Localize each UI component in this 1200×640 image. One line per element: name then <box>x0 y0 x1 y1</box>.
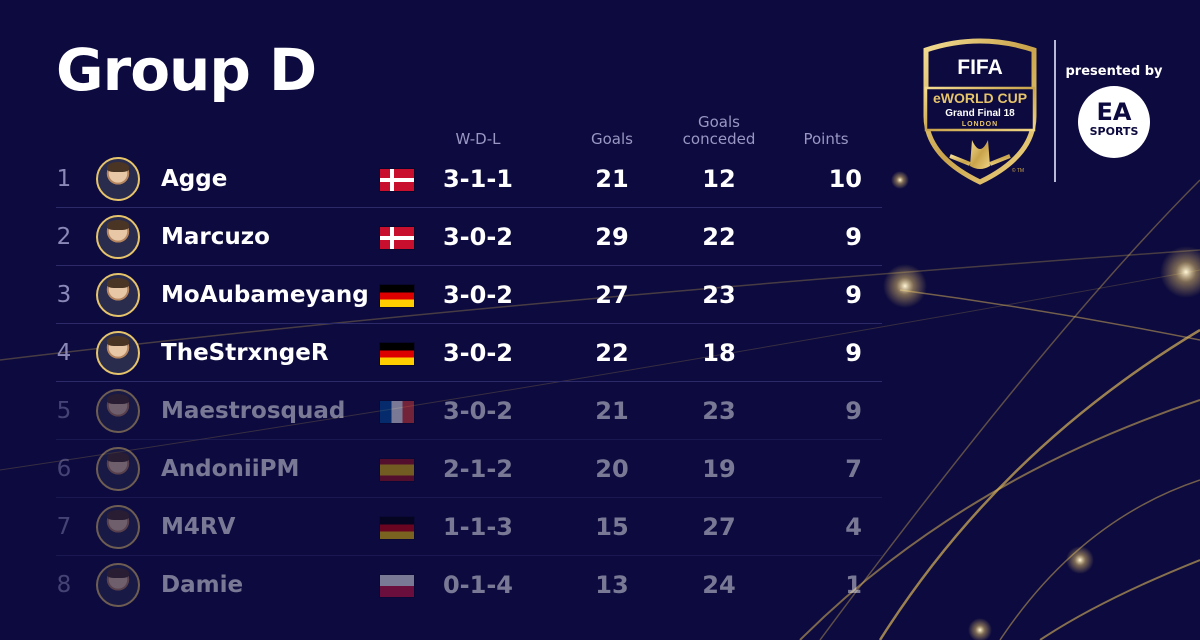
logo-divider <box>1054 40 1056 182</box>
ea-sports-text: SPORTS <box>1089 125 1139 138</box>
rank: 2 <box>56 224 72 250</box>
column-header-goals: Goals <box>591 130 633 148</box>
goals: 21 <box>595 397 629 425</box>
rank: 4 <box>56 340 72 366</box>
player-name: M4RV <box>161 514 236 540</box>
logo-event-text: eWORLD CUP <box>933 90 1027 106</box>
logo-fifa-text: FIFA <box>957 56 1003 79</box>
france-flag <box>380 401 414 423</box>
player-avatar <box>96 505 140 549</box>
goals-conceded: 27 <box>702 513 736 541</box>
table-row: 4 TheStrxngeR 3-0-2 22 18 9 <box>0 324 882 382</box>
goals-conceded: 19 <box>702 455 736 483</box>
points: 9 <box>845 223 862 251</box>
fifa-eworld-cup-logo: FIFA eWORLD CUP Grand Final 18 LONDON © … <box>923 38 1037 185</box>
player-avatar <box>96 447 140 491</box>
presented-by-label: presented by <box>1065 64 1163 79</box>
logo-city-text: LONDON <box>962 121 998 128</box>
points: 7 <box>845 455 862 483</box>
player-avatar <box>96 331 140 375</box>
group-title: Group D <box>56 36 317 104</box>
goals: 13 <box>595 571 629 599</box>
goals-conceded: 18 <box>702 339 736 367</box>
goals: 27 <box>595 281 629 309</box>
goals: 29 <box>595 223 629 251</box>
rank: 8 <box>56 572 72 598</box>
record: 3-1-1 <box>442 165 514 193</box>
goals-conceded: 23 <box>702 281 736 309</box>
points: 9 <box>845 397 862 425</box>
logo-edition-text: Grand Final 18 <box>945 108 1015 119</box>
germany-flag <box>380 285 414 307</box>
player-name: Agge <box>161 166 228 192</box>
ea-sports-logo <box>1078 86 1150 158</box>
ea-logo-text: EA <box>1096 98 1132 126</box>
points: 1 <box>845 571 862 599</box>
column-header-points: Points <box>803 130 849 148</box>
column-header-goals-conceded: Goals conceded <box>664 114 774 148</box>
denmark-flag <box>380 169 414 191</box>
player-name: MoAubameyang <box>161 282 369 308</box>
germany-flag <box>380 517 414 539</box>
goals: 15 <box>595 513 629 541</box>
player-name: TheStrxngeR <box>161 340 329 366</box>
player-avatar <box>96 157 140 201</box>
rank: 3 <box>56 282 72 308</box>
points: 4 <box>845 513 862 541</box>
player-name: AndoniiPM <box>161 456 300 482</box>
player-avatar <box>96 389 140 433</box>
player-name: Marcuzo <box>161 224 270 250</box>
player-name: Damie <box>161 572 244 598</box>
goals: 21 <box>595 165 629 193</box>
spain-flag <box>380 459 414 481</box>
column-header-conceded-line2: conceded <box>682 130 756 148</box>
player-avatar <box>96 273 140 317</box>
record: 3-0-2 <box>442 281 514 309</box>
record: 3-0-2 <box>442 339 514 367</box>
record: 3-0-2 <box>442 223 514 251</box>
table-row: 2 Marcuzo 3-0-2 29 22 9 <box>0 208 882 266</box>
rank: 7 <box>56 514 72 540</box>
column-header-record: W-D-L <box>455 130 501 148</box>
goals-conceded: 24 <box>702 571 736 599</box>
poland-flag <box>380 575 414 597</box>
trophy-icon <box>970 140 990 169</box>
table-row: 5 Maestrosquad 3-0-2 21 23 9 <box>0 382 882 440</box>
points: 10 <box>828 165 862 193</box>
goals: 20 <box>595 455 629 483</box>
rank: 6 <box>56 456 72 482</box>
table-row: 8 Damie 0-1-4 13 24 1 <box>0 556 882 614</box>
denmark-flag <box>380 227 414 249</box>
points: 9 <box>845 281 862 309</box>
rank: 5 <box>56 398 72 424</box>
rank: 1 <box>56 166 72 192</box>
goals: 22 <box>595 339 629 367</box>
standings-table: 1 Agge 3-1-1 21 12 10 2 Marcuzo 3-0-2 29… <box>0 150 882 614</box>
goals-conceded: 23 <box>702 397 736 425</box>
table-row: 1 Agge 3-1-1 21 12 10 <box>0 150 882 208</box>
table-row: 3 MoAubameyang 3-0-2 27 23 9 <box>0 266 882 324</box>
record: 1-1-3 <box>442 513 514 541</box>
goals-conceded: 22 <box>702 223 736 251</box>
points: 9 <box>845 339 862 367</box>
germany-flag <box>380 343 414 365</box>
player-avatar <box>96 563 140 607</box>
logo-trademark-text: © TM <box>1012 167 1024 174</box>
record: 2-1-2 <box>442 455 514 483</box>
record: 3-0-2 <box>442 397 514 425</box>
goals-conceded: 12 <box>702 165 736 193</box>
column-header-conceded-line1: Goals <box>698 113 740 131</box>
record: 0-1-4 <box>442 571 514 599</box>
table-row: 7 M4RV 1-1-3 15 27 4 <box>0 498 882 556</box>
player-avatar <box>96 215 140 259</box>
player-name: Maestrosquad <box>161 398 346 424</box>
table-row: 6 AndoniiPM 2-1-2 20 19 7 <box>0 440 882 498</box>
